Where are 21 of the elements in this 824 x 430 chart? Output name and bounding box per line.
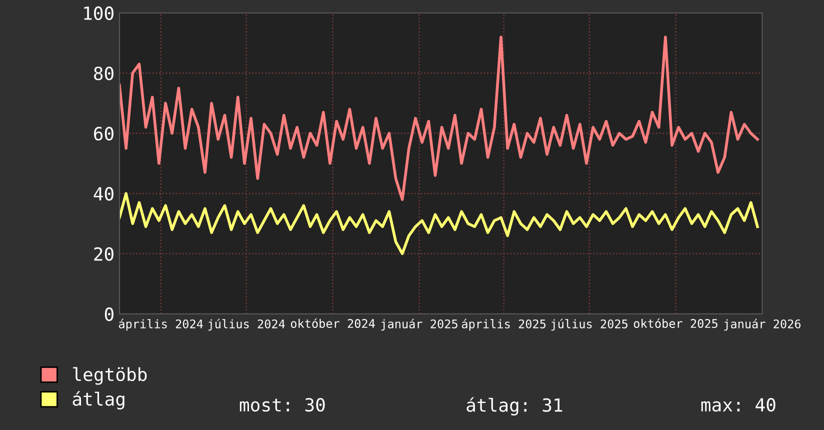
- text: most: 30: [240, 398, 325, 412]
- line-series: [119, 192, 759, 256]
- line-series: [119, 36, 759, 201]
- x-tick-label: október 2024: [290, 318, 375, 328]
- x-tick-label: július 2024: [208, 318, 285, 331]
- y-tick-label: 60: [94, 126, 114, 140]
- y-tick-label: 0: [104, 307, 114, 322]
- y-tick-label: 20: [94, 247, 114, 261]
- x-tick-label: július 2025: [551, 318, 628, 331]
- x-tick-label: április 2025: [462, 318, 546, 331]
- text: átlag: 31: [466, 397, 562, 416]
- legend-label: átlag: [72, 391, 124, 410]
- y-tick-label: 100: [84, 6, 114, 20]
- x-tick-label: január 2026: [724, 318, 801, 331]
- y-tick-label: 80: [94, 66, 114, 80]
- x-tick-label: április 2024: [118, 318, 203, 331]
- y-tick-label: 40: [94, 187, 114, 201]
- text: max: 40: [701, 398, 776, 412]
- legend-label: legtöbb: [73, 367, 147, 385]
- x-tick-label: október 2025: [634, 318, 718, 328]
- x-tick-label: január 2025: [381, 318, 458, 331]
